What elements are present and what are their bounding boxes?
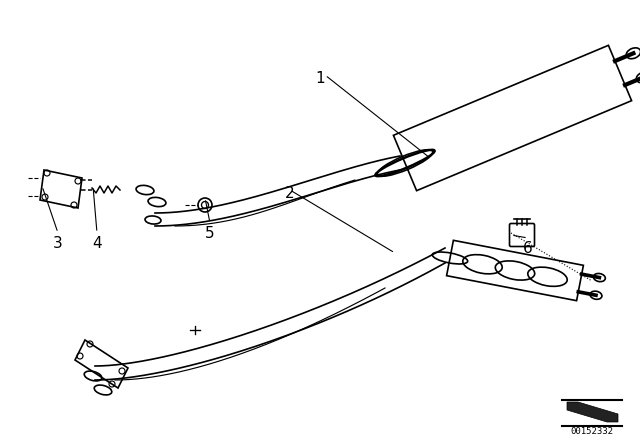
Text: 1: 1 xyxy=(315,70,325,86)
Text: 3: 3 xyxy=(53,236,63,250)
Text: 4: 4 xyxy=(92,236,102,250)
Text: 6: 6 xyxy=(523,241,533,255)
Polygon shape xyxy=(567,402,618,422)
Text: 00152332: 00152332 xyxy=(570,426,614,435)
Text: 2: 2 xyxy=(285,185,295,201)
Text: 5: 5 xyxy=(205,225,215,241)
